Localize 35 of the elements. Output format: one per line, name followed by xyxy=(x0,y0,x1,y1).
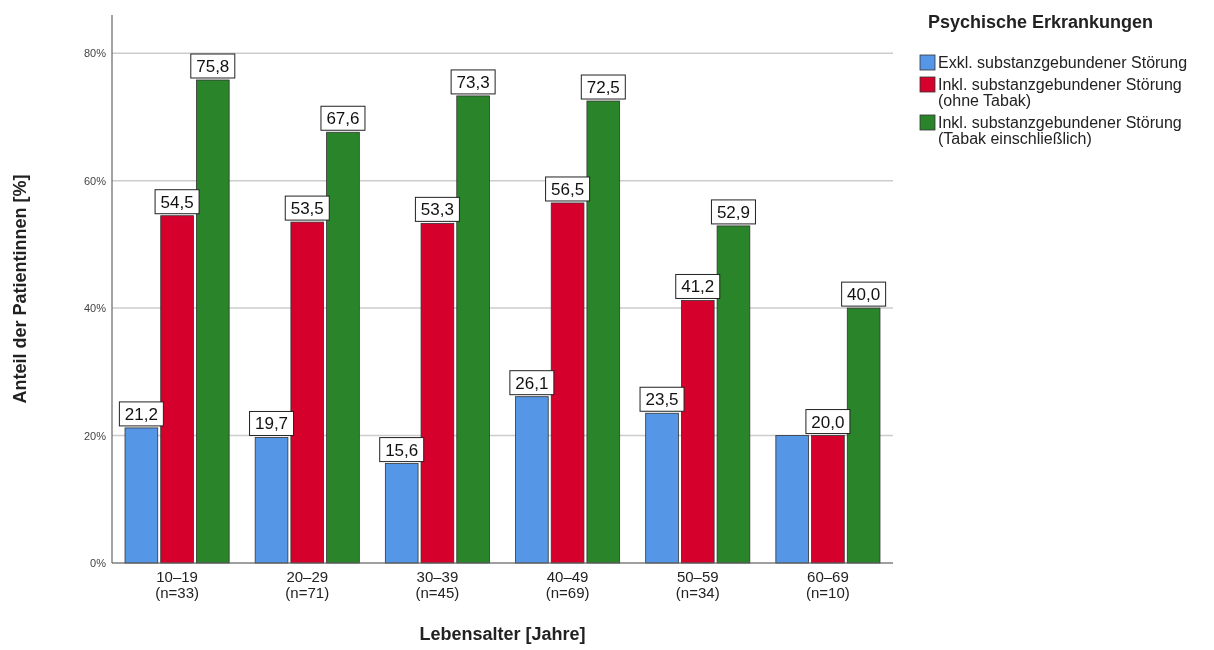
x-tick-label: 10–19 (n=33) xyxy=(155,568,199,601)
y-tick-label: 20% xyxy=(83,429,107,442)
data-label: 20,0 xyxy=(811,412,845,432)
y-tick-label: 0% xyxy=(90,557,107,569)
y-tick-label: 40% xyxy=(83,302,107,315)
bar xyxy=(775,435,809,564)
data-label: 26,1 xyxy=(515,373,549,393)
data-label: 52,9 xyxy=(716,202,751,222)
data-label: 56,5 xyxy=(551,179,585,199)
data-label: 40,0 xyxy=(847,285,881,305)
data-label: 67,6 xyxy=(326,109,360,129)
data-label: 72,5 xyxy=(586,78,620,98)
data-label: 23,5 xyxy=(645,390,679,410)
legend-label: Exkl. substanzgebundener Störung xyxy=(938,54,1188,71)
data-label: 53,5 xyxy=(290,199,324,219)
x-tick-label: 20–29 (n=71) xyxy=(285,568,330,601)
data-label: 53,3 xyxy=(420,200,454,220)
data-label: 19,7 xyxy=(254,414,289,434)
x-tick-label: 40–49 (n=69) xyxy=(545,568,590,601)
data-label: 41,2 xyxy=(681,277,715,297)
legend-label: Inkl. substanzgebundener Störung (ohne Tabak) xyxy=(938,76,1182,109)
y-tick-label: 60% xyxy=(83,174,107,187)
x-tick-label: 60–69 (n=10) xyxy=(806,568,850,601)
data-label: 15,6 xyxy=(385,440,419,460)
data-label: 73,3 xyxy=(456,72,490,92)
data-label: 54,5 xyxy=(160,192,194,212)
legend-label: Inkl. substanzgebundener Störung (Tabak einschließlich) xyxy=(938,114,1182,147)
y-tick-label: 80% xyxy=(83,47,107,60)
x-axis-title: Lebensalter [Jahre] xyxy=(419,624,586,644)
legend-title: Psychische Erkrankungen xyxy=(928,12,1154,32)
data-label: 75,8 xyxy=(196,57,230,76)
x-tick-label: 50–59 (n=34) xyxy=(675,568,720,601)
data-label: 21,2 xyxy=(124,404,158,424)
y-axis-title: Anteil der Patientinnen [%] xyxy=(10,174,30,404)
x-tick-label: 30–39 (n=45) xyxy=(415,568,460,601)
